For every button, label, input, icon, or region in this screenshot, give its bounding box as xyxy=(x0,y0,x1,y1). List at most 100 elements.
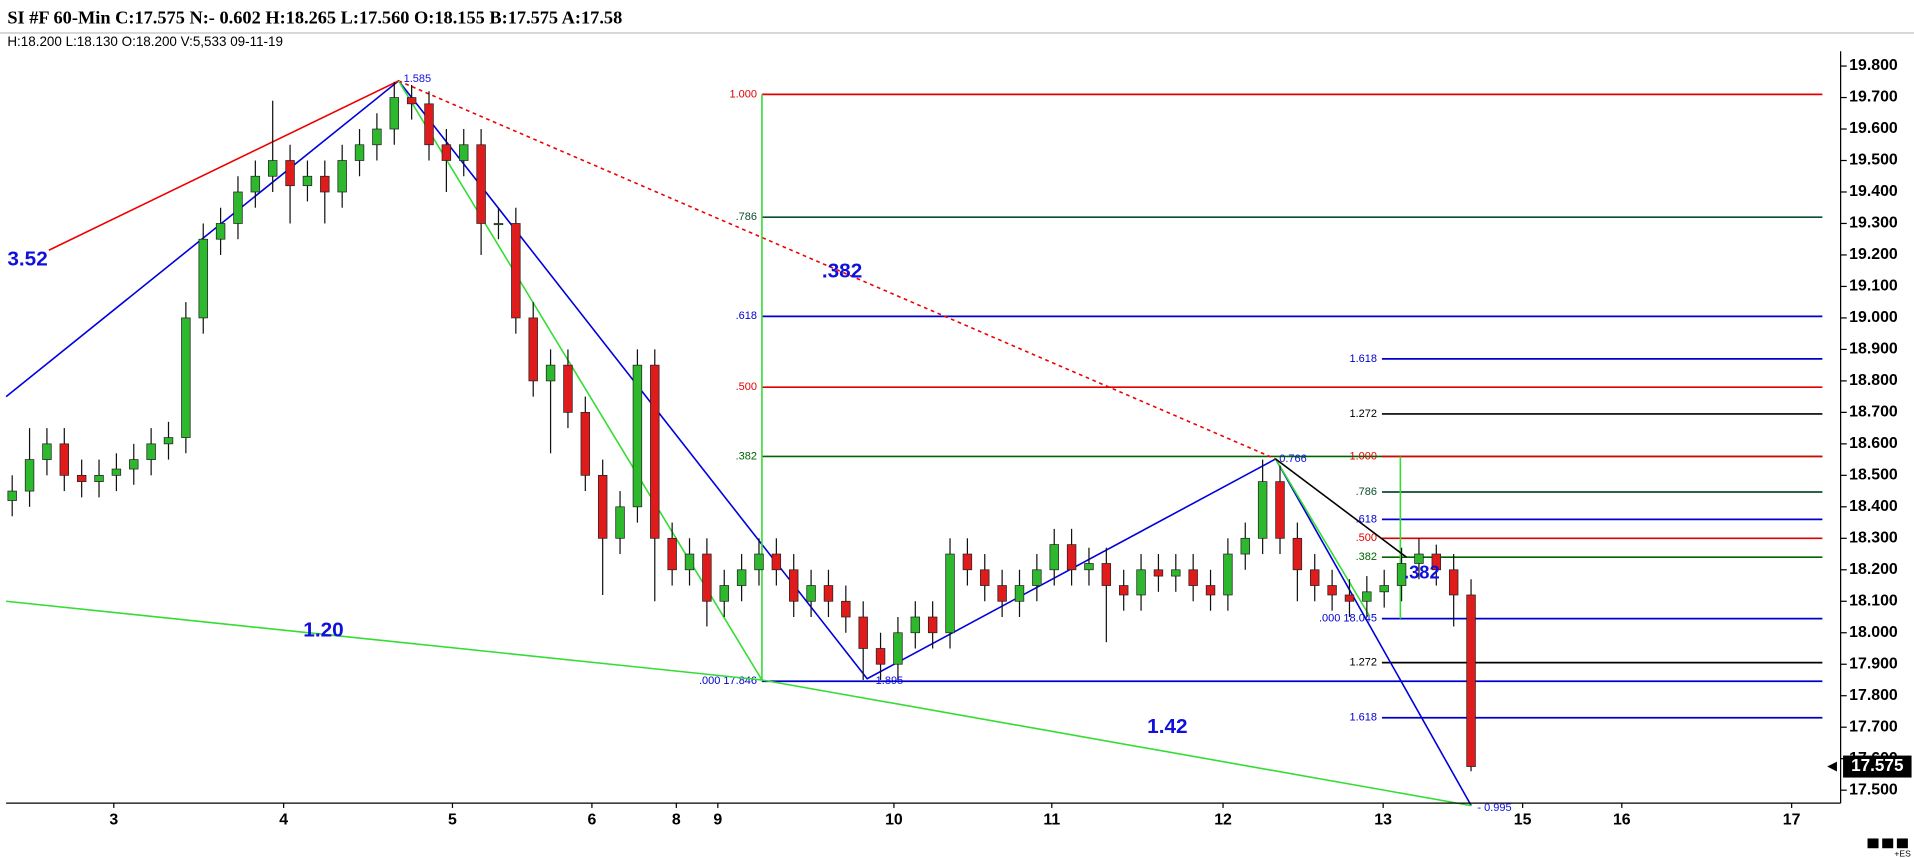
candle-body xyxy=(129,459,139,470)
candle-body xyxy=(1223,553,1233,596)
fib-level-label: .500 xyxy=(1356,532,1377,544)
candle-body xyxy=(684,553,695,571)
candle-body xyxy=(1310,569,1320,586)
pattern-line xyxy=(5,79,1472,806)
pattern-line xyxy=(48,80,399,251)
candle-body xyxy=(94,474,104,483)
candle-body xyxy=(580,412,591,476)
candle-body xyxy=(563,364,573,413)
candle-body xyxy=(927,616,938,634)
fib-level-label: .000 18.045 xyxy=(1319,612,1377,624)
fib-level-label: .618 xyxy=(736,310,757,322)
pattern-line xyxy=(1274,458,1371,617)
candle-body xyxy=(1257,481,1268,539)
candle-body xyxy=(372,128,382,146)
candle-body xyxy=(823,585,834,602)
x-tick-label: 8 xyxy=(672,811,681,828)
candle-body xyxy=(1448,569,1459,596)
x-tick-label: 13 xyxy=(1374,811,1392,828)
y-tick-label: 18.700 xyxy=(1849,404,1898,421)
toolbar-square[interactable] xyxy=(1867,838,1879,849)
y-tick-label: 18.300 xyxy=(1849,530,1898,547)
y-tick-label: 18.200 xyxy=(1849,561,1898,578)
x-tick-label: 4 xyxy=(279,811,288,828)
annotation: .382 xyxy=(822,260,862,283)
candle-body xyxy=(789,569,799,602)
candle-body xyxy=(1084,563,1094,571)
candle-body xyxy=(754,553,764,571)
candle-body xyxy=(615,506,625,539)
candle-body xyxy=(59,443,70,476)
candle-body xyxy=(997,585,1007,602)
toolbar-square[interactable] xyxy=(1882,838,1894,849)
x-tick-label: 9 xyxy=(713,811,722,828)
y-tick-label: 19.300 xyxy=(1849,215,1898,232)
fib-level-label: 1.272 xyxy=(1350,408,1378,420)
candle-body xyxy=(163,437,174,445)
y-tick-label: 19.800 xyxy=(1849,57,1898,74)
y-tick-label: 18.600 xyxy=(1849,435,1898,452)
candle-body xyxy=(1014,585,1025,602)
candle-body xyxy=(42,443,52,460)
candle-body xyxy=(667,537,677,571)
candle-body xyxy=(1066,544,1077,571)
candle-body xyxy=(1344,594,1355,602)
y-tick-label: 19.600 xyxy=(1849,120,1898,137)
candle-body xyxy=(806,585,816,602)
fib-level-label: .500 xyxy=(736,381,757,393)
candle-body xyxy=(424,103,434,146)
x-tick-label: 12 xyxy=(1214,811,1232,828)
candle-body xyxy=(771,553,782,571)
candle-body xyxy=(1032,569,1042,586)
fib-level-label: .382 xyxy=(736,450,757,462)
fib-level-label: 1.272 xyxy=(1350,657,1378,669)
plot-area: 1.000 .786 .618 .500 .382 .000 17.846 1.618 1.2… xyxy=(5,79,1823,807)
pattern-label: - 0.995 xyxy=(1477,802,1511,814)
fib-level-label: .382 xyxy=(1356,551,1377,563)
y-tick-label: 18.400 xyxy=(1849,498,1898,515)
y-tick-label: 18.100 xyxy=(1849,592,1898,609)
candle-body xyxy=(24,459,35,492)
candle-body xyxy=(1205,585,1216,596)
candle-body xyxy=(1414,553,1424,564)
fib-level-label: .786 xyxy=(736,211,757,223)
candle-body xyxy=(146,443,156,460)
x-tick-label: 10 xyxy=(885,811,903,828)
candle-body xyxy=(250,175,261,193)
candle-body xyxy=(511,223,521,319)
pattern-line xyxy=(397,80,763,681)
candle-body xyxy=(441,144,452,161)
x-tick-label: 5 xyxy=(448,811,457,828)
x-tick-label: 16 xyxy=(1613,811,1631,828)
candle-body xyxy=(1171,569,1181,577)
fib-level-label: 1.000 xyxy=(730,88,758,100)
annotation: .382 xyxy=(1404,561,1440,582)
annotation: 1.42 xyxy=(1147,715,1187,738)
fib-level-label: 1.618 xyxy=(1350,353,1378,365)
pattern-label: 1.585 xyxy=(404,73,432,85)
y-tick-label: 18.000 xyxy=(1849,624,1898,641)
candle-body xyxy=(111,468,122,476)
pattern-line xyxy=(1275,458,1407,558)
candle-body xyxy=(910,616,921,634)
toolbar-square[interactable] xyxy=(1896,838,1908,849)
y-tick-label: 19.700 xyxy=(1849,89,1898,106)
candle-body xyxy=(302,175,313,187)
candle-body xyxy=(875,648,886,665)
candle-body xyxy=(736,569,747,586)
fib-level-label: 1.000 xyxy=(1350,450,1378,462)
x-tick-label: 17 xyxy=(1783,811,1801,828)
pattern-line xyxy=(398,80,1276,460)
fib-level-label: .000 17.846 xyxy=(699,675,757,687)
candle-body xyxy=(1101,563,1112,586)
y-tick-label: 17.900 xyxy=(1849,655,1898,672)
candle-body xyxy=(1327,585,1337,596)
y-tick-label: 19.500 xyxy=(1849,152,1898,169)
candle-body xyxy=(1188,569,1198,586)
pattern-label: 0.766 xyxy=(1279,453,1307,465)
y-tick-label: 17.800 xyxy=(1849,687,1898,704)
candle-body xyxy=(337,160,347,193)
candle-body xyxy=(7,490,17,501)
